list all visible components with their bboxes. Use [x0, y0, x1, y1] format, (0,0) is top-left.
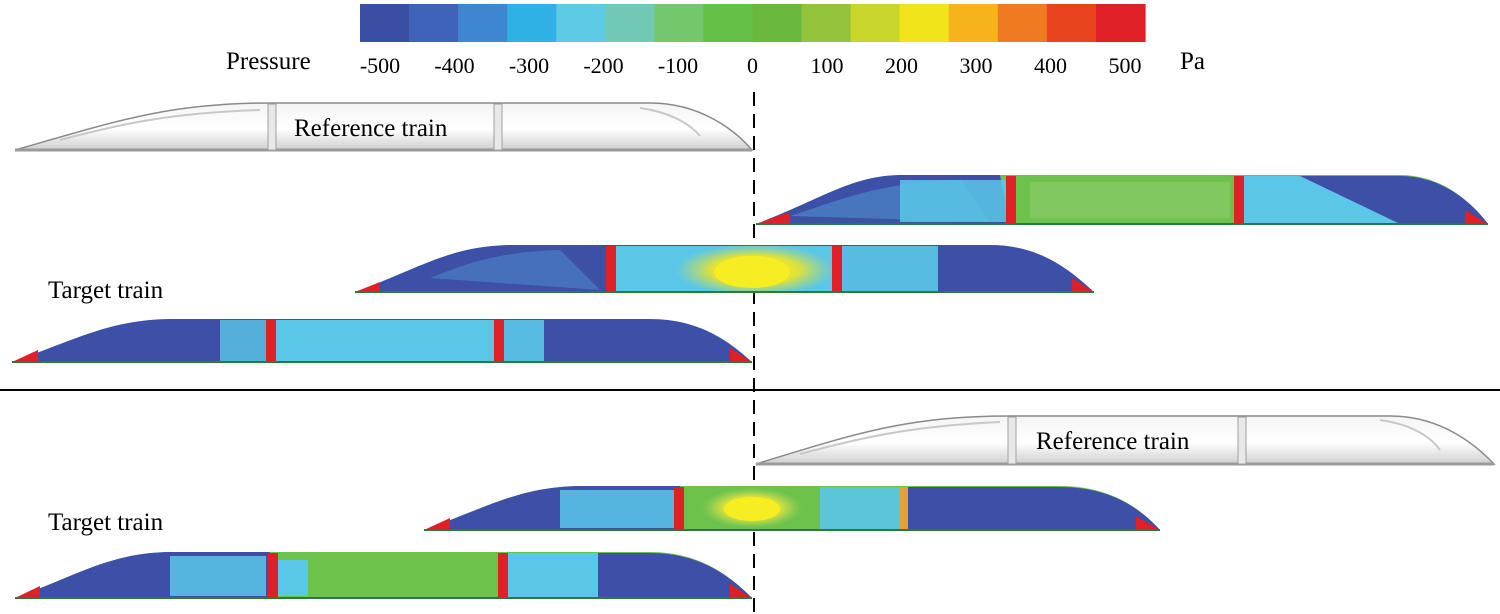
target-train-row3 [12, 319, 752, 363]
colorbar-swatch [899, 4, 950, 42]
colorbar-tick-label: -500 [360, 53, 400, 78]
target-train-top-label: Target train [48, 277, 164, 304]
target-train-row2 [355, 244, 1094, 296]
colorbar-swatch [556, 4, 606, 42]
target-train-row1 [756, 175, 1488, 225]
colorbar-swatch [997, 4, 1048, 42]
colorbar-swatch [654, 4, 705, 42]
colorbar-tick-label: 100 [811, 53, 844, 78]
pressure-colorbar [360, 4, 1146, 42]
colorbar-swatch [948, 4, 999, 42]
colorbar-ticks: -500 -400 -300 -200 -100 0 100 200 300 400 500 [360, 53, 1142, 78]
colorbar-tick-label: -200 [583, 53, 623, 78]
colorbar-swatch [752, 4, 803, 42]
colorbar-tick-label: -100 [658, 53, 698, 78]
colorbar-swatch [507, 4, 557, 42]
colorbar-tick-label: 400 [1034, 53, 1067, 78]
colorbar-tick-label: 200 [885, 53, 918, 78]
target-train-row4 [424, 486, 1160, 531]
colorbar-swatch [703, 4, 754, 42]
colorbar-unit: Pa [1180, 48, 1205, 75]
colorbar-tick-label: 300 [960, 53, 993, 78]
colorbar-tick-label: -400 [434, 53, 474, 78]
colorbar-swatch [801, 4, 852, 42]
colorbar-swatch [458, 4, 508, 42]
target-train-row5 [15, 552, 752, 599]
colorbar-tick-label: -300 [509, 53, 549, 78]
target-train-bottom-label: Target train [48, 509, 164, 536]
colorbar-title: Pressure [226, 48, 311, 75]
colorbar-swatch [850, 4, 901, 42]
colorbar-tick-label: 0 [747, 53, 758, 78]
reference-train-top [14, 102, 754, 152]
colorbar-swatch [360, 4, 410, 42]
colorbar-swatch [1046, 4, 1097, 42]
reference-train-bottom-label: Reference train [1036, 428, 1190, 455]
reference-train-top-label: Reference train [294, 115, 448, 142]
colorbar-swatch [605, 4, 655, 42]
colorbar-swatch [409, 4, 459, 42]
colorbar-tick-label: 500 [1109, 53, 1142, 78]
colorbar-swatch [1095, 4, 1146, 42]
reference-train-bottom [755, 415, 1496, 466]
